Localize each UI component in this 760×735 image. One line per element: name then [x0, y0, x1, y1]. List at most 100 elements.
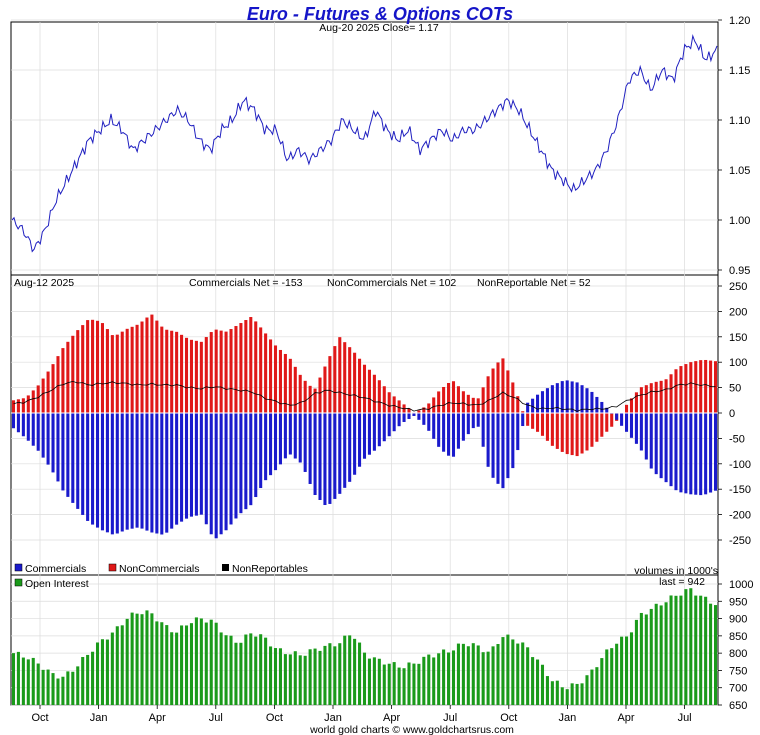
noncommercials-bar	[585, 413, 589, 451]
open-interest-bar	[31, 657, 35, 705]
noncommercials-bar	[21, 398, 25, 413]
open-interest-bar	[278, 648, 282, 705]
open-interest-bar	[184, 625, 189, 705]
commercials-bar	[486, 413, 490, 467]
open-interest-bar	[318, 650, 322, 705]
commercials-bar	[402, 413, 406, 422]
commercials-bar	[714, 413, 718, 491]
open-interest-bar	[392, 662, 396, 705]
noncommercials-net-label: NonCommercials Net = 102	[327, 277, 456, 289]
noncommercials-bar	[501, 358, 505, 413]
noncommercials-bar	[377, 380, 381, 413]
noncommercials-bar	[397, 400, 401, 413]
open-interest-bar	[679, 595, 683, 705]
open-interest-bar	[71, 671, 75, 705]
open-interest-bar	[155, 621, 159, 705]
commercials-bar	[407, 413, 411, 419]
noncommercials-bar	[358, 358, 362, 413]
open-interest-bar	[338, 643, 342, 705]
open-interest-bar	[234, 642, 238, 705]
open-interest-bar	[219, 632, 223, 705]
open-interest-bar	[283, 654, 287, 705]
open-interest-bar	[150, 613, 154, 705]
noncommercials-bar	[417, 410, 421, 413]
x-tick-label: Jul	[678, 712, 692, 724]
noncommercials-bar	[679, 366, 683, 413]
open-interest-bar	[199, 618, 203, 705]
noncommercials-bar	[293, 366, 297, 413]
commercials-bar	[91, 413, 95, 525]
noncommercials-bar	[407, 408, 411, 413]
noncommercials-bar	[555, 413, 559, 449]
noncommercials-bar	[41, 378, 45, 413]
x-tick-label: Oct	[266, 712, 283, 724]
y-tick-label: 850	[729, 631, 747, 643]
commercials-bar	[491, 413, 495, 478]
commercials-bar	[165, 413, 169, 533]
noncommercials-bar	[461, 391, 465, 413]
open-interest-bar	[565, 689, 569, 705]
commercials-bar	[249, 413, 253, 506]
open-interest-bar	[437, 653, 441, 705]
commercials-bar	[318, 413, 322, 500]
open-interest-bar	[412, 663, 416, 705]
open-interest-bar	[669, 595, 673, 705]
commercials-bar	[120, 413, 124, 532]
open-interest-bar	[639, 612, 643, 705]
commercials-bar	[95, 413, 100, 528]
y-tick-label: 100	[729, 357, 747, 369]
noncommercials-bar	[303, 380, 307, 413]
noncommercials-bar	[629, 398, 634, 413]
noncommercials-bar	[422, 407, 426, 413]
open-interest-bar	[51, 673, 55, 705]
noncommercials-bar	[61, 348, 65, 413]
open-interest-bar	[61, 676, 65, 705]
noncommercials-bar	[432, 397, 436, 413]
noncommercials-bar	[283, 353, 287, 413]
noncommercials-bar	[328, 356, 332, 413]
commercials-bar	[224, 413, 228, 531]
commercials-bar	[526, 402, 530, 413]
legend-nonreportables: NonReportables	[232, 563, 308, 575]
y-tick-label: 200	[729, 306, 747, 318]
commercials-bar	[209, 413, 213, 535]
open-interest-bar	[269, 646, 273, 705]
noncommercials-bar	[669, 374, 673, 413]
noncommercials-bar	[31, 390, 35, 413]
noncommercials-bar	[684, 364, 688, 413]
noncommercials-bar	[194, 340, 198, 413]
commercials-bar	[471, 413, 475, 429]
legend-commercials: Commercials	[25, 563, 86, 575]
commercials-bar	[585, 388, 589, 413]
noncommercials-bar	[447, 382, 451, 413]
open-interest-bar	[590, 669, 594, 705]
commercials-bar	[61, 413, 65, 491]
noncommercials-bar	[387, 392, 391, 413]
commercials-bar	[180, 413, 184, 522]
open-interest-bar	[382, 664, 386, 705]
commercials-bar	[417, 413, 421, 420]
y-tick-label: 800	[729, 648, 747, 660]
commercials-bar	[333, 413, 337, 499]
noncommercials-bar	[600, 413, 604, 437]
commercials-bar	[51, 413, 55, 473]
commercials-bar	[555, 383, 559, 413]
y-tick-label: 1.15	[729, 65, 750, 77]
open-interest-bar	[209, 619, 213, 705]
open-interest-bar	[21, 657, 25, 705]
noncommercials-bar	[456, 386, 460, 413]
noncommercials-bar	[531, 413, 535, 429]
y-tick-label: -50	[729, 433, 745, 445]
open-interest-bar	[95, 642, 100, 705]
open-interest-bar	[264, 637, 268, 705]
open-interest-bar	[481, 652, 485, 705]
noncommercials-bar	[204, 337, 208, 413]
noncommercials-bar	[100, 323, 104, 413]
commercials-bar	[155, 413, 159, 534]
open-interest-bar	[170, 632, 174, 705]
commercials-bar	[496, 413, 500, 484]
commercials-bar	[100, 413, 104, 531]
noncommercials-bar	[540, 413, 545, 436]
